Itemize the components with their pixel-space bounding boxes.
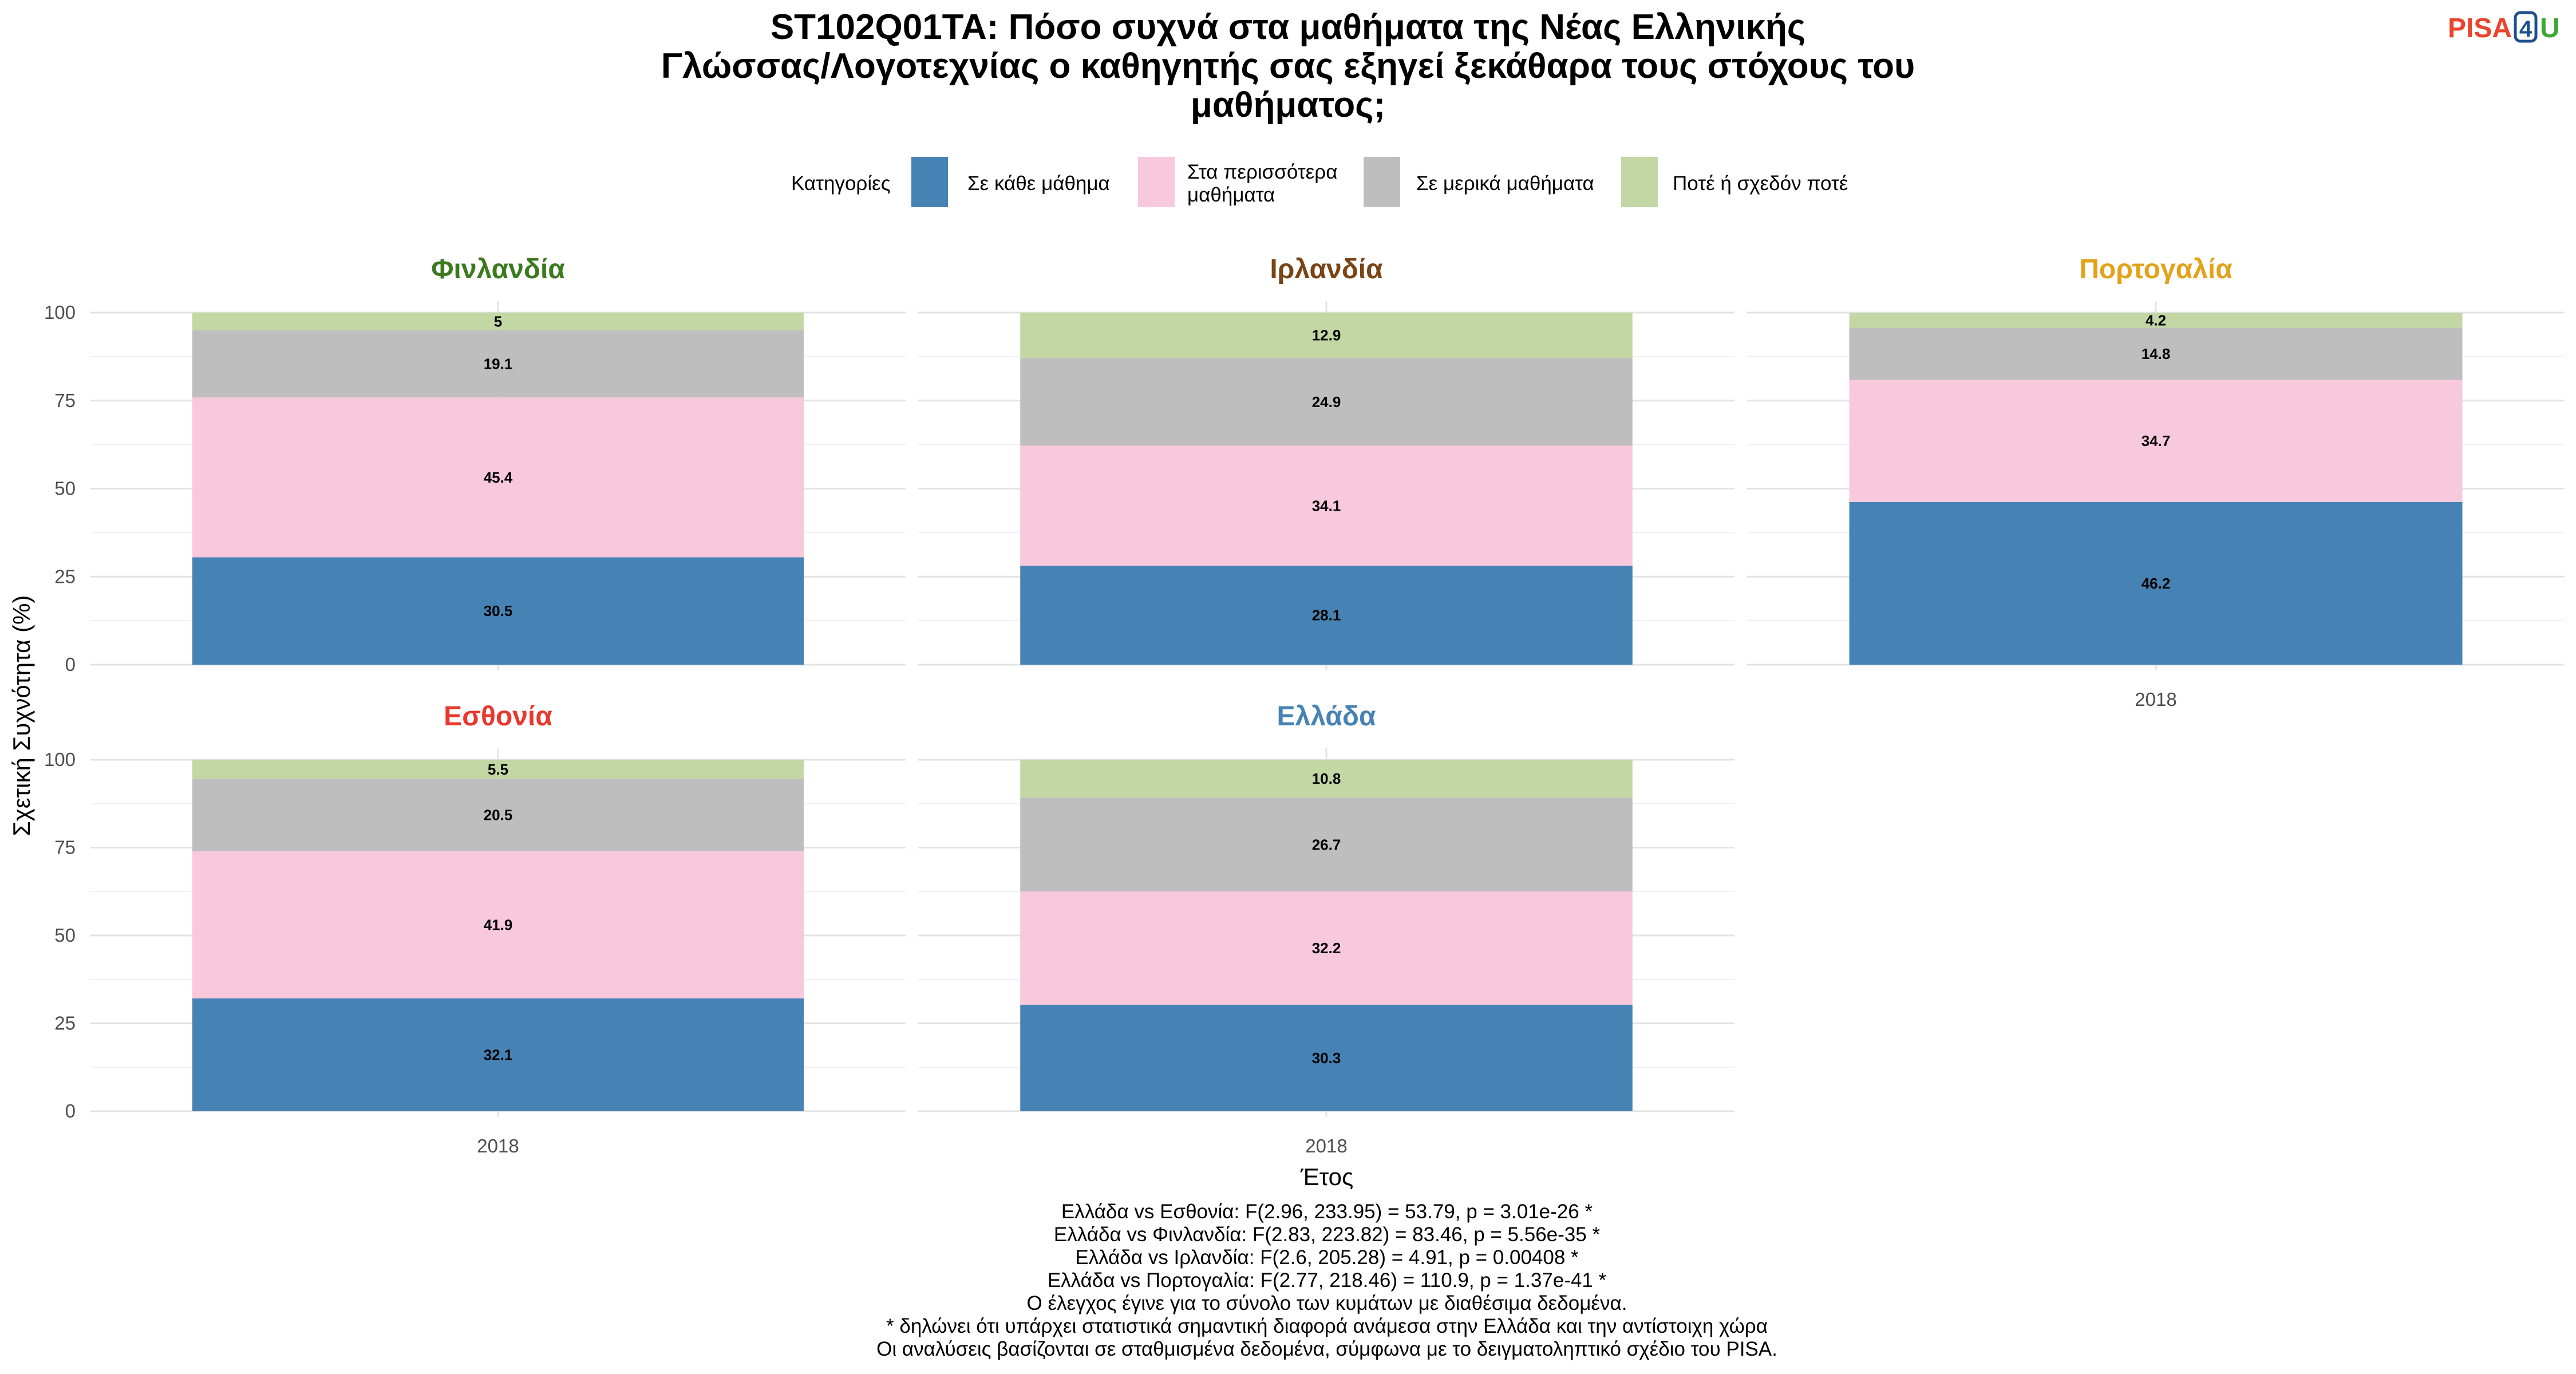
data-label-every-lesson: 30.3 <box>1312 1049 1341 1067</box>
facet-2: 28.1 34.1 24.9 12.9 Ιρλανδία <box>918 254 1735 670</box>
legend-label-most-lessons-line-1: Στα περισσότερα <box>1187 161 1337 183</box>
chart-title-line-1: ST102Q01TA: Πόσο συχνά στα μαθήματα της … <box>771 7 1805 47</box>
x-tick-label: 2018 <box>1305 1135 1347 1156</box>
y-axis-label: Σχετική Συχνότητα (%) <box>8 595 35 836</box>
facet-5: 30.3 32.2 26.7 10.8 Ελλάδα 2018 <box>918 701 1735 1156</box>
footnote-line-1: Ελλάδα vs Εσθονία: F(2.96, 233.95) = 53.… <box>1061 1201 1593 1223</box>
bar-segment-never <box>192 760 804 779</box>
facet-title: Εσθονία <box>444 701 552 732</box>
footnote-line-4: Ελλάδα vs Πορτογαλία: F(2.77, 218.46) = … <box>1048 1269 1607 1292</box>
chart-title-line-3: μαθήματος; <box>1191 85 1385 125</box>
logo-text-u: U <box>2540 13 2560 44</box>
data-label-most-lessons: 34.7 <box>2142 432 2171 449</box>
bar-segment-some-lessons <box>1849 327 2463 380</box>
footnotes: Ελλάδα vs Εσθονία: F(2.96, 233.95) = 53.… <box>876 1201 1777 1360</box>
facet-title: Φινλανδία <box>431 254 565 285</box>
bar-segment-some-lessons <box>1020 797 1633 892</box>
bar-segment-every-lesson <box>1849 502 2463 665</box>
bar-segment-every-lesson <box>1020 1004 1633 1111</box>
bar-segment-never <box>1849 313 2463 328</box>
footnote-line-7: Οι αναλύσεις βασίζονται σε σταθμισμένα δ… <box>876 1338 1777 1360</box>
pisa4u-logo: PISA 4 U <box>2448 11 2560 44</box>
y-tick-label: 0 <box>65 1100 76 1122</box>
data-label-every-lesson: 46.2 <box>2142 575 2171 592</box>
facet-title: Ελλάδα <box>1277 701 1376 732</box>
bar-segment-never <box>192 313 804 330</box>
footnote-line-6: * δηλώνει ότι υπάρχει στατιστικά σημαντι… <box>886 1315 1768 1337</box>
legend-label-never: Ποτέ ή σχεδόν ποτέ <box>1673 172 1848 195</box>
bar-segment-never <box>1020 760 1633 798</box>
legend-title: Κατηγορίες <box>791 172 891 195</box>
data-label-some-lessons: 19.1 <box>484 355 513 372</box>
x-tick-label: 2018 <box>477 1135 519 1156</box>
bar-segment-some-lessons <box>192 330 804 398</box>
bar-segment-some-lessons <box>1020 358 1633 446</box>
y-tick-label: 0 <box>65 654 76 675</box>
footnote-line-2: Ελλάδα vs Φινλανδία: F(2.83, 223.82) = 8… <box>1054 1223 1601 1246</box>
data-label-every-lesson: 30.5 <box>484 602 513 619</box>
data-label-some-lessons: 14.8 <box>2142 345 2171 362</box>
data-label-never: 4.2 <box>2146 312 2166 329</box>
data-label-never: 12.9 <box>1312 327 1341 344</box>
data-label-never: 10.8 <box>1312 770 1341 787</box>
chart-title-line-2: Γλώσσας/Λογοτεχνίας ο καθηγητής σας εξηγ… <box>661 46 1915 86</box>
bar-segment-most-lessons <box>192 851 804 998</box>
legend-label-most-lessons-line-2: μαθήματα <box>1187 184 1275 206</box>
chart-title: ST102Q01TA: Πόσο συχνά στα μαθήματα της … <box>661 7 1915 125</box>
facet-title: Ιρλανδία <box>1270 254 1383 285</box>
data-label-every-lesson: 28.1 <box>1312 607 1341 624</box>
legend: Κατηγορίες Σε κάθε μάθημα Στα περισσότερ… <box>791 157 1848 207</box>
legend-swatch-some-lessons <box>1364 157 1400 207</box>
bar-segment-never <box>1020 313 1633 358</box>
y-tick-label: 50 <box>54 925 76 946</box>
y-tick-label: 25 <box>54 566 76 587</box>
bar-segment-most-lessons <box>192 397 804 558</box>
y-tick-label: 50 <box>54 478 76 499</box>
legend-label-every-lesson: Σε κάθε μάθημα <box>967 172 1110 195</box>
data-label-most-lessons: 34.1 <box>1312 497 1341 514</box>
bar-segment-most-lessons <box>1849 380 2463 502</box>
facet-1: 30.5 45.4 19.1 5 Φινλανδία 0 25 50 75 100 <box>44 254 906 675</box>
y-tick-label: 25 <box>54 1013 76 1034</box>
facet-4: 32.1 41.9 20.5 5.5 Εσθονία 0 25 50 75 100 2018 <box>44 701 906 1156</box>
legend-swatch-never <box>1621 157 1658 207</box>
data-label-some-lessons: 24.9 <box>1312 393 1341 410</box>
logo-text-pisa: PISA <box>2448 13 2512 44</box>
data-label-never: 5 <box>494 313 502 330</box>
data-label-some-lessons: 26.7 <box>1312 836 1341 853</box>
y-tick-label: 75 <box>54 837 76 858</box>
bar-segment-most-lessons <box>1020 891 1633 1005</box>
bar-segment-most-lessons <box>1020 445 1633 566</box>
facet-panels: 30.5 45.4 19.1 5 Φινλανδία 0 25 50 75 100 28.1 34.1… <box>44 254 2565 1156</box>
facet-3: 46.2 34.7 14.8 4.2 Πορτογαλία 2018 <box>1747 254 2565 710</box>
data-label-some-lessons: 20.5 <box>484 807 513 824</box>
footnote-line-3: Ελλάδα vs Ιρλανδία: F(2.6, 205.28) = 4.9… <box>1075 1246 1579 1269</box>
data-label-most-lessons: 32.2 <box>1312 939 1341 957</box>
x-tick-label: 2018 <box>2135 689 2176 710</box>
bar-segment-every-lesson <box>192 998 804 1111</box>
legend-swatch-most-lessons <box>1138 157 1175 207</box>
y-tick-label: 100 <box>44 302 76 323</box>
bar-segment-some-lessons <box>192 779 804 851</box>
legend-label-some-lessons: Σε μερικά μαθήματα <box>1416 172 1594 195</box>
data-label-never: 5.5 <box>488 761 508 778</box>
data-label-every-lesson: 32.1 <box>484 1046 513 1063</box>
bar-segment-every-lesson <box>192 557 804 665</box>
logo-text-4: 4 <box>2519 17 2532 42</box>
legend-swatch-every-lesson <box>911 157 948 207</box>
facet-title: Πορτογαλία <box>2079 254 2233 285</box>
x-axis-label: Έτος <box>1300 1163 1354 1190</box>
footnote-line-5: Ο έλεγχος έγινε για το σύνολο των κυμάτω… <box>1027 1292 1627 1314</box>
bar-segment-every-lesson <box>1020 566 1633 665</box>
data-label-most-lessons: 41.9 <box>484 916 513 933</box>
y-tick-label: 75 <box>54 390 76 411</box>
data-label-most-lessons: 45.4 <box>484 469 513 486</box>
y-tick-label: 100 <box>44 749 76 770</box>
logo-box-icon <box>2514 11 2538 43</box>
